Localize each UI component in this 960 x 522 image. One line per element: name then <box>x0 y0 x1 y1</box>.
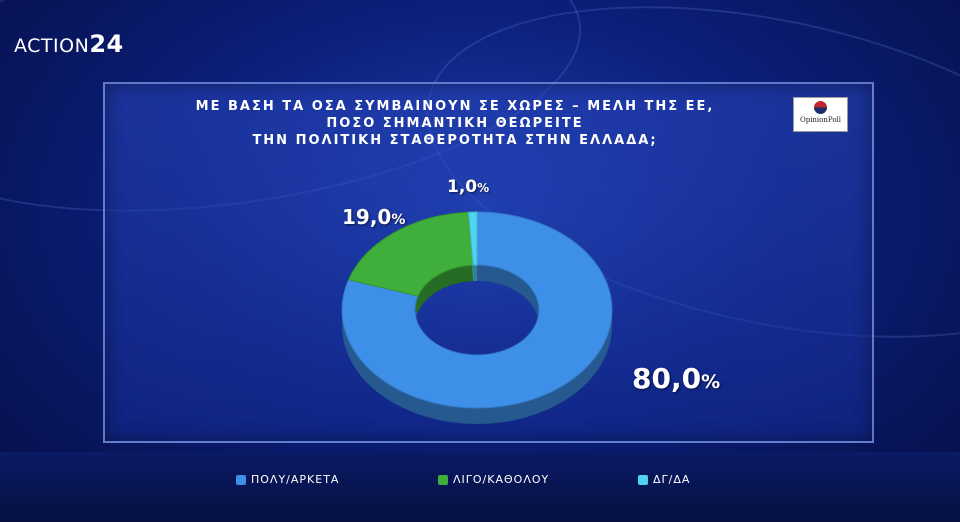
logo-number: 24 <box>89 30 124 58</box>
legend-label: ΛΙΓΟ/ΚΑΘΟΛΟΥ <box>453 473 550 486</box>
legend-label: ΠΟΛΥ/ΑΡΚΕΤΑ <box>251 473 340 486</box>
pollster-logo: OpinionPoll <box>793 97 848 132</box>
data-label-slice-1: 19,0% <box>342 205 406 229</box>
data-label-slice-2: 1,0% <box>447 177 490 197</box>
legend-item-0: ΠΟΛΥ/ΑΡΚΕΤΑ <box>236 473 339 486</box>
legend-item-1: ΛΙΓΟ/ΚΑΘΟΛΟΥ <box>438 473 549 486</box>
title-line: ΜΕ ΒΑΣΗ ΤΑ ΟΣΑ ΣΥΜΒΑΙΝΟΥΝ ΣΕ ΧΩΡΕΣ – ΜΕΛ… <box>195 99 715 114</box>
legend-item-2: ΔΓ/ΔΑ <box>638 473 690 486</box>
legend-swatch <box>236 474 246 485</box>
title-line: ΤΗΝ ΠΟΛΙΤΙΚΗ ΣΤΑΘΕΡΟΤΗΤΑ ΣΤΗΝ ΕΛΛΑΔΑ; <box>252 133 658 148</box>
chart-title: ΜΕ ΒΑΣΗ ΤΑ ΟΣΑ ΣΥΜΒΑΙΝΟΥΝ ΣΕ ΧΩΡΕΣ – ΜΕΛ… <box>150 98 760 149</box>
channel-logo: ACTION24 <box>14 30 124 58</box>
data-label-slice-0: 80,0% <box>632 362 721 395</box>
donut-slice-0 <box>341 211 613 409</box>
legend-swatch <box>638 474 648 485</box>
logo-name: ACTION <box>14 35 90 57</box>
legend-label: ΔΓ/ΔΑ <box>653 473 691 486</box>
legend-swatch <box>438 474 448 485</box>
title-line: ΠΟΣΟ ΣΗΜΑΝΤΙΚΗ ΘΕΩΡΕΙΤΕ <box>326 116 584 131</box>
donut-slice-2 <box>467 211 478 266</box>
pollster-logo-icon <box>814 101 827 114</box>
donut-slice-1 <box>347 211 474 297</box>
pollster-name: OpinionPoll <box>799 116 842 124</box>
stage-floor <box>0 452 960 522</box>
